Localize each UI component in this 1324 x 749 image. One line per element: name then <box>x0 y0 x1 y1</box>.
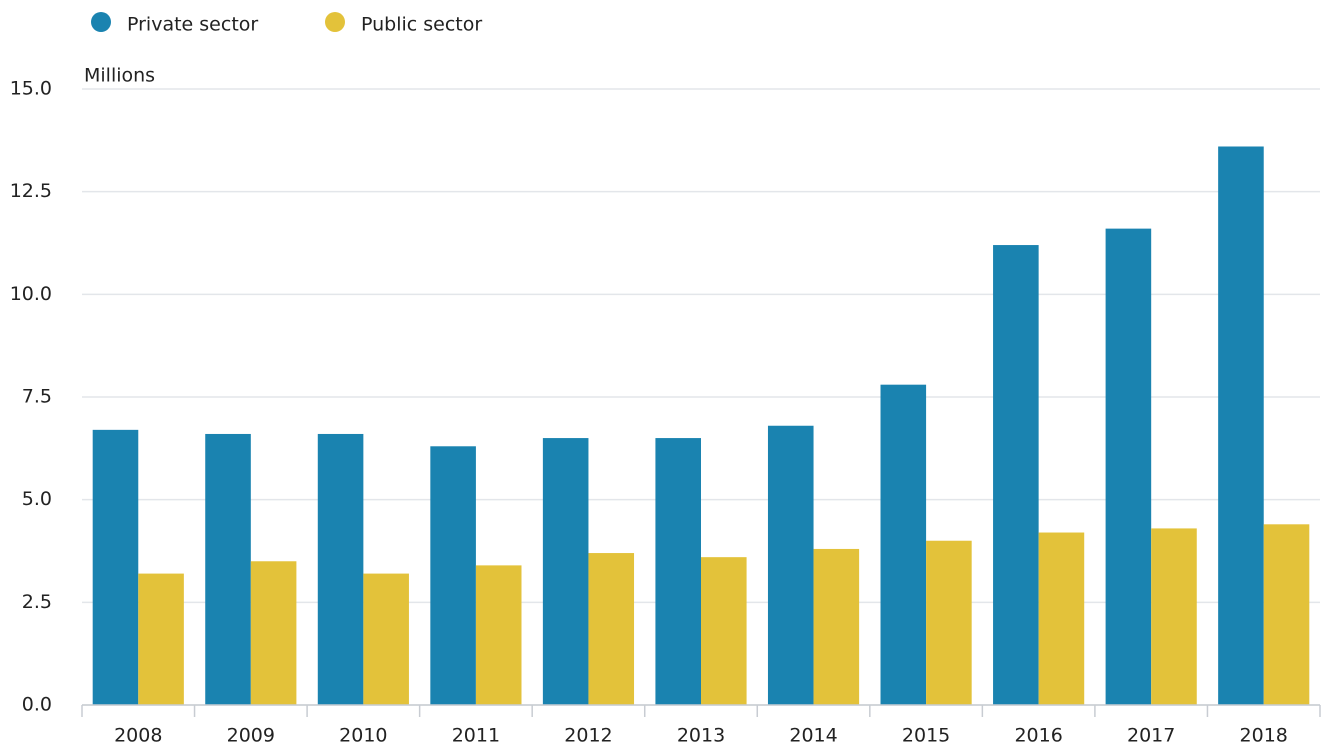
legend-label: Private sector <box>127 14 258 36</box>
bar <box>767 425 814 705</box>
x-tick-label: 2010 <box>339 725 387 747</box>
bar <box>138 573 184 705</box>
y-tick-label: 0.0 <box>22 694 52 716</box>
bar <box>1038 532 1085 705</box>
x-tick-label: 2012 <box>564 725 612 747</box>
bar <box>542 438 589 705</box>
y-tick-label: 2.5 <box>22 591 52 613</box>
bar <box>363 573 409 705</box>
y-tick-label: 5.0 <box>22 488 52 510</box>
x-tick-label: 2013 <box>677 725 725 747</box>
bar <box>250 561 297 705</box>
x-tick-label: 2011 <box>452 725 500 747</box>
bar <box>880 384 927 705</box>
bar <box>1105 228 1152 706</box>
x-tick-label: 2015 <box>902 725 950 747</box>
x-tick-label: 2009 <box>227 725 275 747</box>
x-tick-label: 2014 <box>789 725 837 747</box>
bar <box>317 433 364 705</box>
y-tick-label: 7.5 <box>22 386 52 408</box>
y-tick-label: 10.0 <box>10 283 52 305</box>
bar <box>92 429 139 705</box>
bar <box>1218 146 1264 705</box>
y-tick-label: 15.0 <box>10 78 52 100</box>
y-tick-label: 12.5 <box>10 180 52 202</box>
legend-label: Public sector <box>361 14 482 36</box>
x-tick-label: 2008 <box>114 725 162 747</box>
bar <box>205 433 251 705</box>
bar <box>588 553 635 705</box>
legend-swatch <box>91 12 111 32</box>
x-tick-label: 2018 <box>1240 725 1288 747</box>
bar <box>475 565 522 705</box>
x-tick-label: 2016 <box>1014 725 1062 747</box>
x-tick-label: 2017 <box>1127 725 1175 747</box>
y-axis-label: Millions <box>84 65 155 87</box>
bar <box>430 446 476 705</box>
bar <box>813 548 860 705</box>
bar <box>926 540 972 705</box>
legend-swatch <box>325 12 345 32</box>
bar <box>701 557 747 705</box>
bar <box>993 245 1039 705</box>
bar <box>1151 528 1197 705</box>
bar <box>655 438 701 705</box>
bar <box>1263 524 1310 705</box>
